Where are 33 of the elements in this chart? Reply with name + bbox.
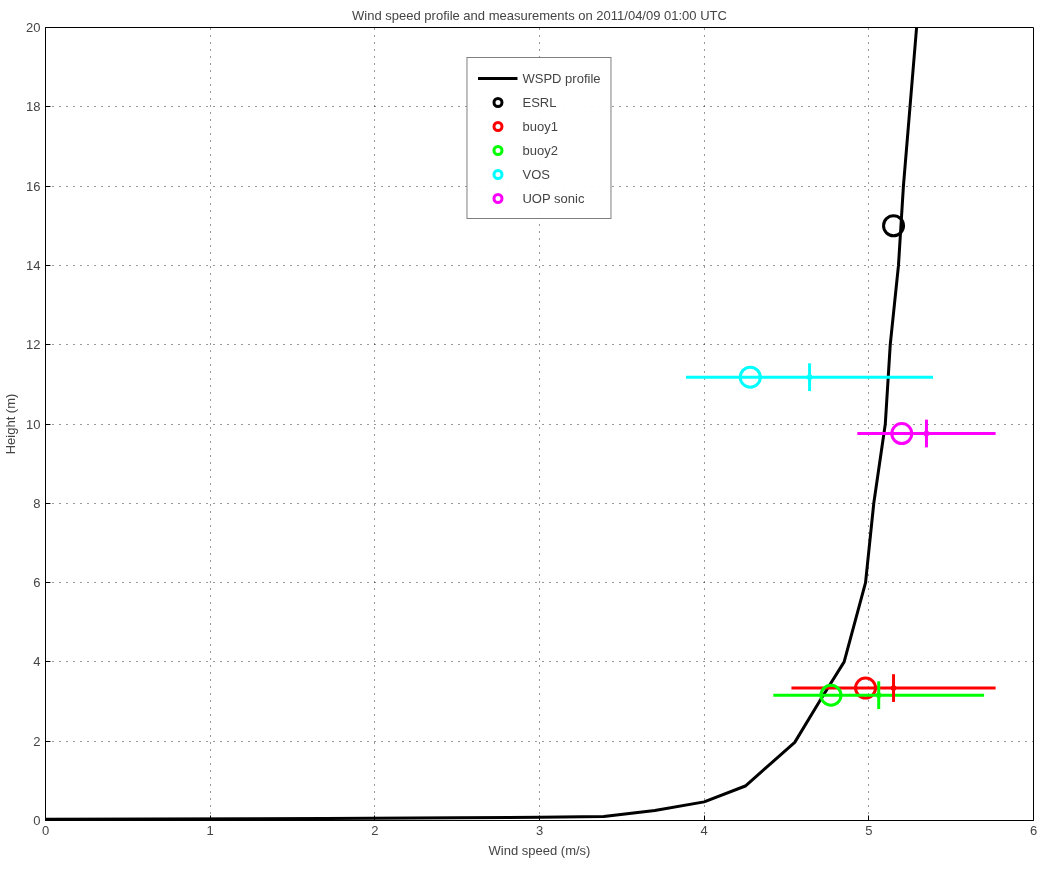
x-tick-label: 6 [1029,822,1038,838]
x-tick-label: 5 [865,822,873,838]
x-tick-label: 4 [700,822,708,838]
legend-label: VOS [522,166,550,182]
legend-label: ESRL [522,94,557,110]
point [890,685,897,692]
y-tick-label: 8 [33,495,41,511]
y-tick-label: 4 [33,654,41,670]
legend-label: WSPD profile [522,70,601,86]
x-tick-label: 1 [206,822,214,838]
y-tick-label: 16 [26,178,41,194]
y-tick-label: 10 [26,416,41,432]
y-tick-label: 6 [33,575,41,591]
legend-label: UOP sonic [522,190,585,206]
point [738,365,762,389]
point [819,683,843,707]
y-tick-label: 14 [26,257,41,273]
y-tick-label: 12 [26,337,41,353]
point [806,374,813,381]
point [923,430,930,437]
point [882,214,906,238]
x-tick-label: 2 [371,822,379,838]
point [875,692,882,699]
legend-label: buoy1 [522,118,558,134]
y-tick-label: 2 [33,733,41,749]
chart-title: Wind speed profile and measurements on 2011/04/09 01:00 UTC [352,7,727,23]
y-axis-title: Height (m) [3,393,19,455]
legend-label: buoy2 [522,142,558,158]
point [890,422,914,445]
y-tick-label: 20 [26,20,41,35]
x-axis-title: Wind speed (m/s) [488,842,591,858]
x-tick-label: 3 [535,822,544,838]
y-tick-label: 18 [26,99,41,115]
